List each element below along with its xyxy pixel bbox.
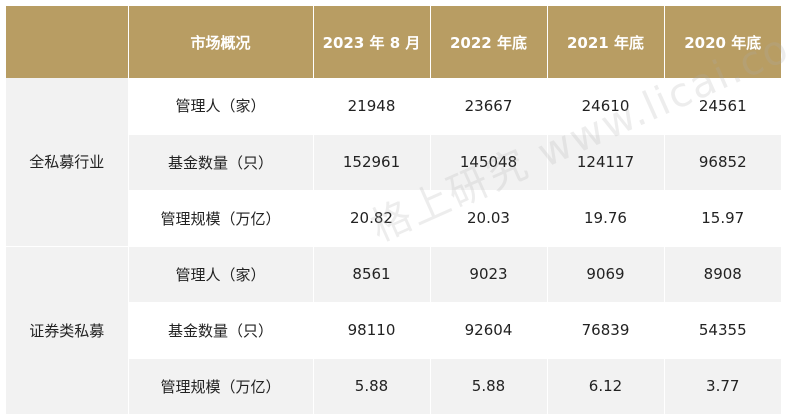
- value-cell: 15.97: [664, 190, 781, 247]
- value-cell: 8561: [313, 246, 431, 303]
- value-cell: 98110: [313, 302, 431, 359]
- value-cell: 9069: [547, 246, 665, 303]
- market-overview-table: 市场概况 2023 年 8 月 2022 年底 2021 年底 2020 年底 …: [6, 6, 781, 415]
- value-cell: 24610: [547, 78, 665, 135]
- header-period: 2023 年 8 月: [313, 6, 431, 78]
- metric-label: 管理人（家）: [128, 246, 314, 303]
- value-cell: 24561: [664, 78, 781, 135]
- header-corner-cell: [6, 6, 129, 78]
- value-cell: 76839: [547, 302, 665, 359]
- value-cell: 3.77: [664, 358, 781, 415]
- value-cell: 21948: [313, 78, 431, 135]
- table-row: 管理规模（万亿） 20.82 20.03 19.76 15.97: [6, 190, 781, 247]
- metric-label: 基金数量（只）: [128, 302, 314, 359]
- value-cell: 20.03: [430, 190, 548, 247]
- value-cell: 20.82: [313, 190, 431, 247]
- metric-label: 管理人（家）: [128, 78, 314, 135]
- value-cell: 54355: [664, 302, 781, 359]
- table-row: 基金数量（只） 152961 145048 124117 96852: [6, 134, 781, 191]
- table-row: 基金数量（只） 98110 92604 76839 54355: [6, 302, 781, 359]
- metric-label: 基金数量（只）: [128, 134, 314, 191]
- value-cell: 5.88: [313, 358, 431, 415]
- table-row: 管理规模（万亿） 5.88 5.88 6.12 3.77: [6, 358, 781, 415]
- value-cell: 9023: [430, 246, 548, 303]
- value-cell: 96852: [664, 134, 781, 191]
- table-row: 证券类私募 管理人（家） 8561 9023 9069 8908: [6, 246, 781, 415]
- table-row: 全私募行业 管理人（家） 21948 23667 24610 24561: [6, 78, 781, 247]
- value-cell: 152961: [313, 134, 431, 191]
- header-period: 2022 年底: [430, 6, 548, 78]
- value-cell: 19.76: [547, 190, 665, 247]
- metric-label: 管理规模（万亿）: [128, 190, 314, 247]
- header-period: 2021 年底: [547, 6, 665, 78]
- header-period: 2020 年底: [664, 6, 781, 78]
- category-cell: 全私募行业: [6, 78, 129, 247]
- header-row: 市场概况 2023 年 8 月 2022 年底 2021 年底 2020 年底: [6, 6, 781, 78]
- value-cell: 8908: [664, 246, 781, 303]
- header-metric: 市场概况: [128, 6, 314, 78]
- value-cell: 6.12: [547, 358, 665, 415]
- category-cell: 证券类私募: [6, 246, 129, 415]
- value-cell: 92604: [430, 302, 548, 359]
- value-cell: 23667: [430, 78, 548, 135]
- value-cell: 124117: [547, 134, 665, 191]
- value-cell: 5.88: [430, 358, 548, 415]
- value-cell: 145048: [430, 134, 548, 191]
- metric-label: 管理规模（万亿）: [128, 358, 314, 415]
